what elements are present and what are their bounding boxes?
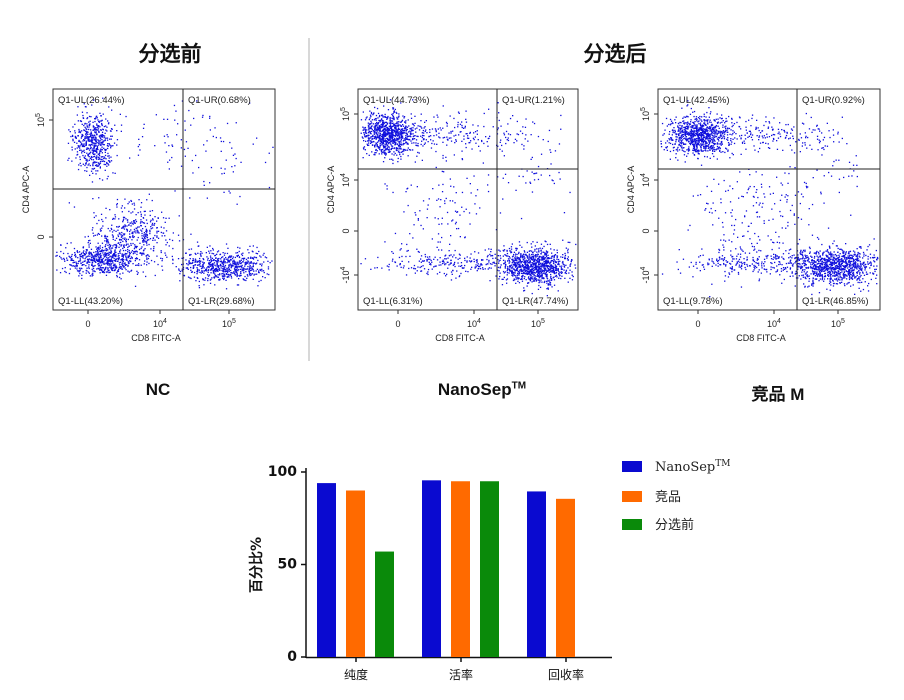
legend-label: 分选前 bbox=[655, 517, 694, 533]
y-tick-label: 0 bbox=[341, 228, 351, 233]
y-axis-title: CD4 APC-A bbox=[326, 166, 336, 214]
bar-2-1 bbox=[556, 498, 575, 657]
y-axis-title: 百分比% bbox=[248, 537, 265, 593]
quadrant-label-lr: Q1-LR(47.74%) bbox=[502, 296, 569, 307]
x-tick-label: 104 bbox=[153, 318, 167, 329]
quadrant-label-ll: Q1-LL(43.20%) bbox=[58, 296, 123, 307]
y-tick-label: 104 bbox=[340, 173, 351, 187]
bar-0-2 bbox=[375, 551, 394, 657]
legend-label: 竞品 bbox=[655, 489, 681, 505]
legend-swatch bbox=[622, 519, 642, 530]
x-tick-label: 105 bbox=[531, 318, 545, 329]
bar-0-0 bbox=[317, 483, 336, 657]
x-axis-title: CD8 FITC-A bbox=[435, 333, 485, 343]
plot-label-nanosep: NanoSepTM bbox=[437, 380, 527, 399]
x-tick-label: 105 bbox=[831, 318, 845, 329]
x-tick-label: 104 bbox=[767, 318, 781, 329]
legend-swatch bbox=[622, 461, 642, 472]
y-tick-label: 105 bbox=[35, 113, 46, 127]
flow-plot-nanosep: Q1-UL(44.73%) Q1-UR(1.21%) Q1-LL(6.31%) Q1-… bbox=[326, 88, 579, 343]
y-axis-title: CD4 APC-A bbox=[626, 166, 636, 214]
quadrant-label-lr: Q1-LR(29.68%) bbox=[188, 296, 255, 307]
bar-1-1 bbox=[451, 481, 470, 657]
bar-2-0 bbox=[527, 491, 546, 657]
quadrant-label-ur: Q1-UR(0.92%) bbox=[802, 95, 865, 106]
scatter-dots bbox=[55, 97, 274, 290]
legend-swatch bbox=[622, 491, 642, 502]
scatter-dots bbox=[360, 99, 577, 297]
quadrant-label-ll: Q1-LL(9.78%) bbox=[663, 296, 723, 307]
panel-divider bbox=[308, 38, 310, 361]
category-label: 纯度 bbox=[344, 667, 368, 682]
heading-before-sort: 分选前 bbox=[138, 42, 202, 66]
heading-after-sort: 分选后 bbox=[583, 42, 647, 66]
quadrant-label-ll: Q1-LL(6.31%) bbox=[363, 296, 423, 307]
quadrant-label-lr: Q1-LR(46.85%) bbox=[802, 296, 869, 307]
x-tick-label: 0 bbox=[395, 319, 400, 329]
bar-1-2 bbox=[480, 481, 499, 657]
plot-label-competitor-m: 竞品 M bbox=[751, 385, 805, 404]
legend-label: NanoSepTM bbox=[655, 459, 730, 475]
x-tick-label: 0 bbox=[695, 319, 700, 329]
y-tick-label: 0 bbox=[36, 234, 46, 239]
quadrant-label-ul: Q1-UL(44.73%) bbox=[363, 95, 430, 106]
y-tick-label: 50 bbox=[278, 557, 298, 573]
y-tick-label: 0 bbox=[287, 649, 297, 665]
plot-frame bbox=[657, 88, 881, 311]
y-tick-label: -104 bbox=[640, 266, 651, 283]
quadrant-label-ur: Q1-UR(0.68%) bbox=[188, 95, 251, 106]
scatter-dots bbox=[660, 100, 879, 298]
x-tick-label: 0 bbox=[85, 319, 90, 329]
category-label: 回收率 bbox=[548, 667, 584, 682]
y-axis-title: CD4 APC-A bbox=[21, 166, 31, 214]
y-tick-label: 0 bbox=[641, 228, 651, 233]
plot-frame bbox=[52, 88, 276, 311]
bar-0-1 bbox=[346, 490, 365, 657]
quadrant-label-ur: Q1-UR(1.21%) bbox=[502, 95, 565, 106]
x-axis-title: CD8 FITC-A bbox=[131, 333, 181, 343]
x-tick-label: 105 bbox=[222, 318, 236, 329]
quadrant-label-ul: Q1-UL(26.44%) bbox=[58, 95, 125, 106]
x-tick-label: 104 bbox=[467, 318, 481, 329]
x-axis-title: CD8 FITC-A bbox=[736, 333, 786, 343]
y-tick-label: -104 bbox=[340, 266, 351, 283]
plot-label-nc: NC bbox=[145, 380, 171, 399]
category-label: 活率 bbox=[449, 667, 473, 682]
bar-1-0 bbox=[422, 480, 441, 657]
quadrant-label-ul: Q1-UL(42.45%) bbox=[663, 95, 730, 106]
y-tick-label: 105 bbox=[340, 107, 351, 121]
plot-frame bbox=[357, 88, 579, 311]
y-tick-label: 100 bbox=[268, 464, 297, 480]
y-tick-label: 104 bbox=[640, 173, 651, 187]
flow-plot-competitor-m: Q1-UL(42.45%) Q1-UR(0.92%) Q1-LL(9.78%) Q1-… bbox=[626, 88, 881, 343]
y-tick-label: 105 bbox=[640, 107, 651, 121]
flow-plot-nc: Q1-UL(26.44%) Q1-UR(0.68%) Q1-LL(43.20%) Q1… bbox=[21, 88, 276, 343]
